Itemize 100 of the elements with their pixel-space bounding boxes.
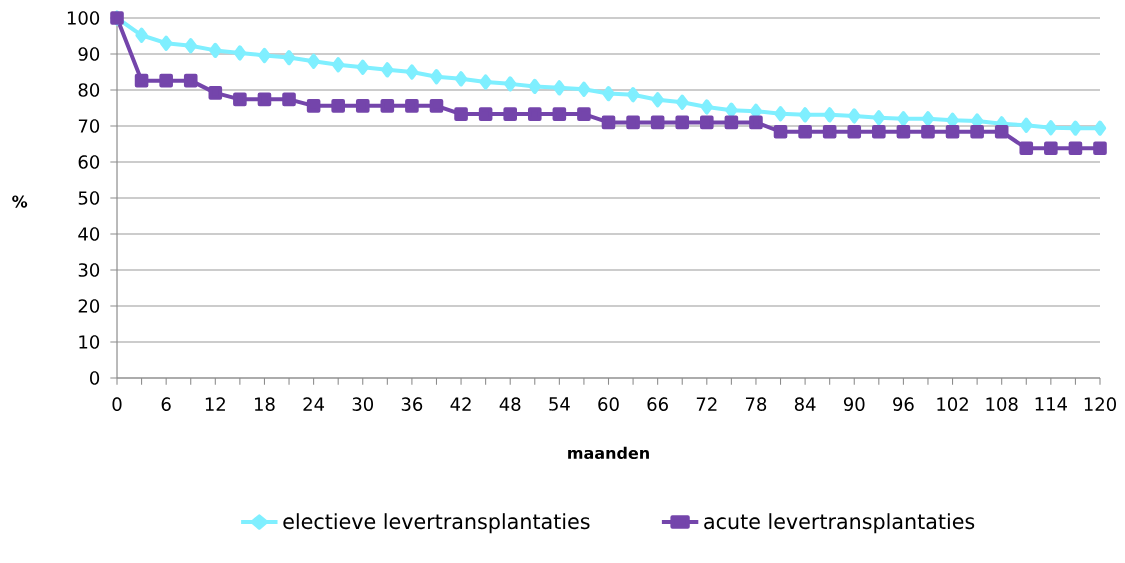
point bbox=[700, 99, 713, 115]
point bbox=[381, 62, 394, 78]
point bbox=[527, 107, 542, 121]
point bbox=[577, 81, 591, 97]
point bbox=[552, 107, 567, 121]
x-tick-label: 108 bbox=[986, 397, 1018, 411]
y-tick-label: 90 bbox=[78, 47, 100, 61]
x-tick-label: 90 bbox=[843, 397, 865, 411]
y-tick-label: 40 bbox=[78, 227, 100, 241]
point bbox=[651, 92, 664, 108]
x-tick-label: 24 bbox=[303, 397, 325, 411]
point bbox=[774, 106, 787, 122]
point bbox=[504, 76, 517, 92]
point bbox=[970, 124, 984, 139]
x-tick-label: 102 bbox=[937, 397, 968, 411]
x-tick-label: 54 bbox=[549, 397, 570, 411]
y-tick-label: 80 bbox=[78, 83, 100, 97]
point bbox=[848, 108, 861, 124]
point bbox=[847, 124, 862, 139]
point bbox=[454, 107, 468, 121]
point bbox=[331, 99, 345, 113]
point bbox=[355, 99, 370, 113]
point bbox=[159, 35, 173, 51]
point bbox=[1019, 141, 1034, 156]
x-tick-label: 30 bbox=[352, 397, 374, 411]
point bbox=[258, 47, 271, 64]
point bbox=[921, 124, 935, 139]
point bbox=[1093, 141, 1107, 156]
x-tick-label: 0 bbox=[112, 397, 122, 411]
point bbox=[183, 73, 198, 88]
point bbox=[479, 74, 492, 90]
point bbox=[1093, 120, 1107, 136]
point bbox=[1044, 141, 1058, 156]
point bbox=[306, 99, 321, 113]
x-tick-label: 72 bbox=[696, 397, 717, 411]
point bbox=[602, 85, 615, 102]
point bbox=[601, 115, 616, 130]
point bbox=[380, 99, 395, 113]
point bbox=[823, 107, 836, 123]
y-tick-label: 50 bbox=[78, 191, 100, 205]
x-tick-label: 18 bbox=[254, 397, 275, 411]
point bbox=[209, 42, 222, 58]
point bbox=[208, 86, 223, 100]
x-tick-label: 12 bbox=[205, 397, 225, 411]
point bbox=[749, 115, 763, 130]
point bbox=[528, 78, 541, 94]
x-tick-label: 84 bbox=[794, 397, 816, 411]
y-tick-label: 60 bbox=[78, 155, 100, 169]
point bbox=[184, 38, 197, 54]
point bbox=[626, 87, 640, 103]
point bbox=[896, 124, 911, 139]
point bbox=[897, 111, 910, 127]
x-tick-label: 78 bbox=[745, 397, 767, 411]
point bbox=[577, 107, 591, 121]
x-tick-label: 114 bbox=[1035, 397, 1067, 411]
x-axis-title: maanden bbox=[568, 446, 649, 460]
point bbox=[798, 124, 812, 139]
point bbox=[626, 115, 640, 130]
y-tick-label: 20 bbox=[78, 299, 100, 313]
point bbox=[822, 124, 837, 139]
point bbox=[1069, 120, 1082, 136]
point bbox=[159, 73, 173, 88]
point bbox=[676, 94, 689, 110]
point bbox=[430, 69, 443, 85]
point bbox=[798, 107, 812, 123]
point bbox=[1068, 141, 1083, 156]
x-tick-label: 120 bbox=[1084, 397, 1116, 411]
x-tick-label: 96 bbox=[893, 397, 914, 411]
y-tick-label: 70 bbox=[78, 119, 100, 133]
y-tick-label: 0 bbox=[90, 371, 100, 385]
point bbox=[872, 124, 886, 139]
point bbox=[700, 115, 714, 130]
legend-label: electieve levertransplantaties bbox=[283, 513, 590, 534]
y-tick-label: 10 bbox=[79, 335, 100, 349]
point bbox=[134, 73, 149, 88]
y-tick-label: 100 bbox=[67, 11, 100, 25]
point bbox=[724, 115, 739, 130]
x-tick-label: 6 bbox=[161, 397, 171, 411]
point bbox=[307, 53, 320, 69]
point bbox=[1044, 120, 1058, 136]
x-tick-label: 42 bbox=[450, 397, 471, 411]
point bbox=[356, 59, 369, 75]
point bbox=[1020, 117, 1033, 133]
point bbox=[945, 124, 960, 139]
x-tick-label: 60 bbox=[598, 397, 619, 411]
point bbox=[725, 102, 738, 118]
point bbox=[773, 124, 788, 139]
point bbox=[478, 107, 493, 121]
legend-label: acute levertransplantaties bbox=[704, 513, 975, 534]
point bbox=[405, 64, 419, 80]
x-tick-label: 48 bbox=[499, 397, 521, 411]
point bbox=[429, 99, 444, 113]
y-axis-title: % bbox=[12, 195, 28, 208]
point bbox=[135, 27, 148, 43]
point bbox=[233, 45, 247, 61]
x-tick-label: 36 bbox=[401, 397, 423, 411]
point bbox=[331, 57, 345, 73]
point bbox=[282, 92, 296, 107]
point bbox=[994, 124, 1009, 139]
point bbox=[921, 111, 935, 127]
